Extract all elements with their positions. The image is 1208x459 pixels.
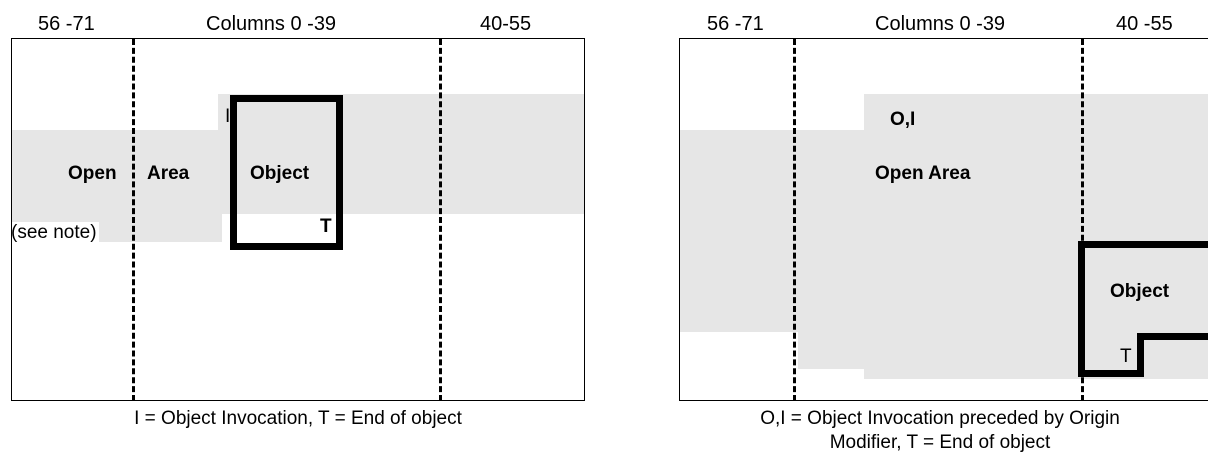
left-header-columns-56-71: 56 -71 xyxy=(38,13,95,35)
right-caption: O,I = Object Invocation preceded by Orig… xyxy=(640,407,1208,455)
right-caption-line1: O,I = Object Invocation preceded by Orig… xyxy=(760,408,1120,429)
left-header-columns-0-39: Columns 0 -39 xyxy=(206,13,337,35)
right-object-step-top xyxy=(1137,333,1208,340)
left-end-marker: T xyxy=(320,216,332,237)
right-object-step-edge xyxy=(1137,333,1144,377)
right-label-open-area: Open Area xyxy=(875,163,971,184)
right-divider-56-71 xyxy=(793,39,796,400)
right-divider-40-55 xyxy=(1081,39,1084,400)
left-divider-40-55 xyxy=(439,39,442,400)
left-diagram-panel: I Open Area Object T (see note) xyxy=(11,38,585,401)
right-header-columns-40-55: 40 -55 xyxy=(1116,13,1173,35)
right-diagram-panel: O,I Open Area Object T xyxy=(679,38,1208,401)
right-label-object: Object xyxy=(1110,281,1170,302)
right-object-left-edge xyxy=(1078,241,1085,377)
left-label-area: Area xyxy=(147,163,190,184)
right-header-columns-56-71: 56 -71 xyxy=(707,13,764,35)
left-upper-gray-band xyxy=(218,94,584,214)
right-header-columns-0-39: Columns 0 -39 xyxy=(875,13,1006,35)
left-label-open: Open xyxy=(68,163,117,184)
right-open-area-lower xyxy=(798,130,1098,369)
left-invocation-marker: I xyxy=(225,106,231,127)
right-caption-line2: Modifier, T = End of object xyxy=(829,432,1051,453)
left-label-object: Object xyxy=(250,163,310,184)
left-divider-56-71 xyxy=(132,39,135,400)
left-see-note-label: (see note) xyxy=(11,222,99,244)
right-object-bottom-edge xyxy=(1078,370,1144,377)
right-end-marker: T xyxy=(1120,346,1132,367)
left-header-columns-40-55: 40-55 xyxy=(480,13,532,35)
right-origin-invocation-marker: O,I xyxy=(890,109,916,130)
left-caption: I = Object Invocation, T = End of object xyxy=(134,408,462,429)
right-object-top-edge xyxy=(1078,241,1208,248)
left-object-box xyxy=(230,95,343,250)
